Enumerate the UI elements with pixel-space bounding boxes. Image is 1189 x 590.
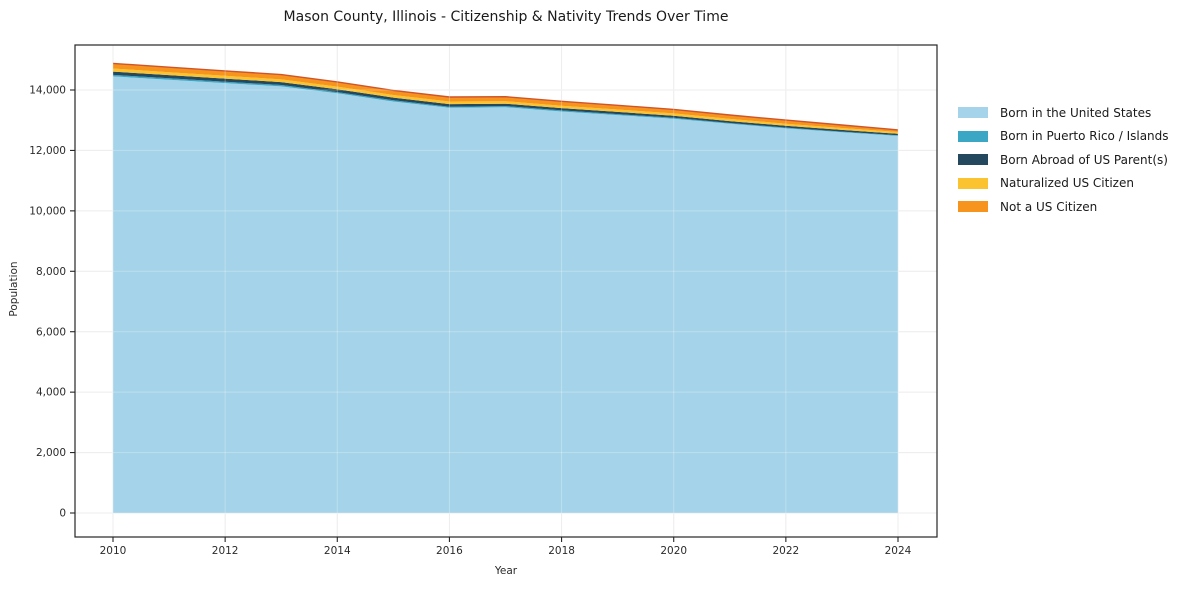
x-axis-label: Year [494, 565, 518, 577]
legend-label: Born in Puerto Rico / Islands [1000, 129, 1169, 144]
legend-item: Not a US Citizen [958, 195, 1169, 219]
legend: Born in the United States Born in Puerto… [958, 101, 1169, 219]
x-tick-label: 2022 [772, 545, 799, 557]
x-tick-label: 2018 [548, 545, 575, 557]
legend-label: Born Abroad of US Parent(s) [1000, 152, 1168, 167]
x-tick-label: 2016 [436, 545, 463, 557]
legend-swatch-puerto-rico [958, 130, 988, 142]
legend-item: Born Abroad of US Parent(s) [958, 148, 1169, 172]
chart-title: Mason County, Illinois - Citizenship & N… [283, 9, 729, 25]
x-tick-label: 2010 [100, 545, 127, 557]
x-tick-label: 2024 [885, 545, 912, 557]
x-tick-label: 2014 [324, 545, 351, 557]
legend-swatch-not-citizen [958, 201, 988, 213]
y-tick-label: 2,000 [36, 447, 66, 459]
y-axis-label: Population [8, 261, 20, 317]
legend-item: Born in Puerto Rico / Islands [958, 125, 1169, 149]
y-tick-label: 10,000 [29, 205, 66, 217]
legend-swatch-born-abroad [958, 154, 988, 166]
y-tick-label: 6,000 [36, 326, 66, 338]
y-tick-label: 0 [59, 508, 66, 520]
legend-label: Born in the United States [1000, 105, 1152, 120]
legend-label: Not a US Citizen [1000, 199, 1098, 214]
y-tick-label: 4,000 [36, 387, 66, 399]
y-tick-label: 8,000 [36, 266, 66, 278]
legend-swatch-born-us [958, 107, 988, 119]
y-tick-label: 12,000 [29, 145, 66, 157]
x-tick-label: 2020 [660, 545, 687, 557]
legend-item: Born in the United States [958, 101, 1169, 125]
legend-label: Naturalized US Citizen [1000, 176, 1134, 191]
legend-swatch-naturalized [958, 177, 988, 189]
legend-item: Naturalized US Citizen [958, 172, 1169, 196]
y-tick-label: 14,000 [29, 85, 66, 97]
x-tick-label: 2012 [212, 545, 239, 557]
